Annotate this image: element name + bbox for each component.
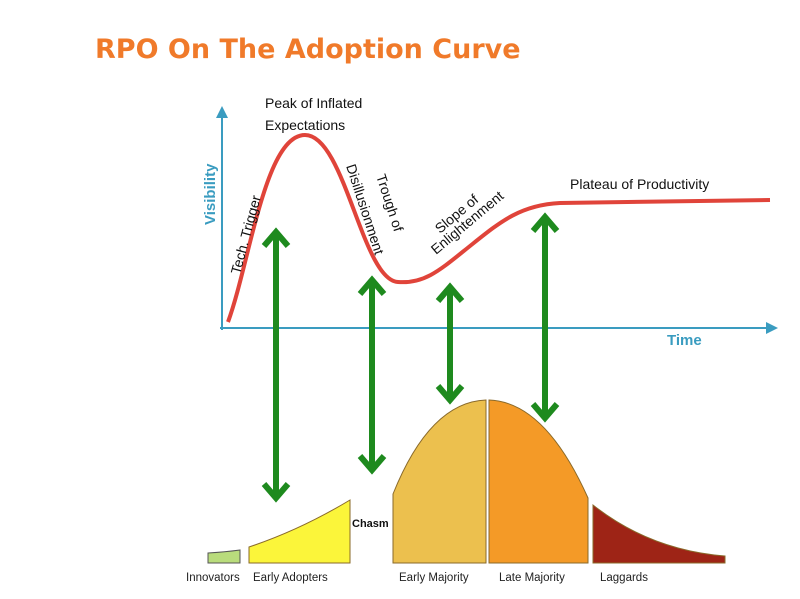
label-laggards: Laggards <box>600 572 648 584</box>
double-arrow-icon <box>530 212 560 423</box>
peak-label-line2: Expectations <box>265 117 345 133</box>
page-title: RPO On The Adoption Curve <box>95 34 521 65</box>
label-early-adopters: Early Adopters <box>253 572 328 584</box>
x-axis-label: Time <box>667 332 702 349</box>
segment-early-majority <box>392 399 487 564</box>
peak-label-line1: Peak of Inflated <box>265 95 362 111</box>
segment-early-adopters <box>248 499 351 564</box>
label-early-majority: Early Majority <box>399 572 469 584</box>
segment-laggards <box>592 503 726 564</box>
label-late-majority: Late Majority <box>499 572 565 584</box>
connector-arrows <box>261 212 560 503</box>
chasm-label: Chasm <box>352 518 389 530</box>
plateau-label: Plateau of Productivity <box>570 176 709 192</box>
label-innovators: Innovators <box>186 572 240 584</box>
adoption-curve <box>207 399 726 564</box>
double-arrow-icon <box>435 282 465 405</box>
tech-trigger-label: Tech. Trigger <box>227 193 263 276</box>
hype-curve <box>226 132 771 323</box>
segment-innovators <box>207 549 241 564</box>
double-arrow-icon <box>261 227 291 503</box>
segment-late-majority <box>488 399 589 564</box>
y-axis-label: Visibility <box>202 163 219 225</box>
double-arrow-icon <box>357 275 387 475</box>
